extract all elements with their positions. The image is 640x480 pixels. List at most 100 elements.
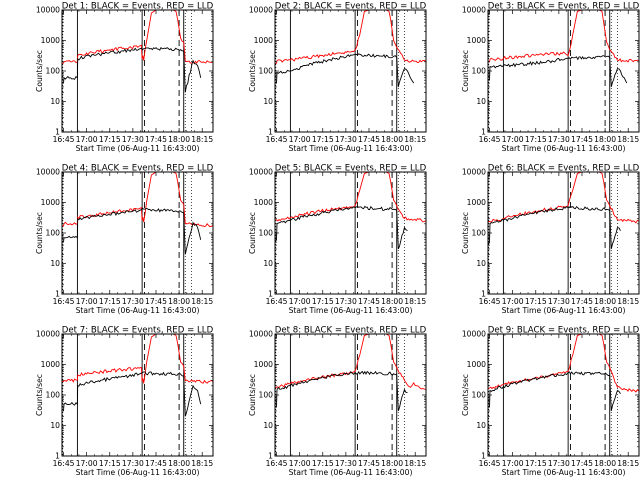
x-tick-label: 17:00 [502,459,524,468]
x-tick-label: 16:45 [479,297,501,306]
lld-series-line [488,10,639,63]
x-tick-label: 18:15 [617,135,639,144]
y-axis-label: Counts/sec [35,374,44,416]
y-tick-label: 10000 [462,6,486,15]
panel-title: Det 2: BLACK = Events, RED = LLD [275,2,427,12]
y-tick-label: 100 [472,229,487,238]
events-series-line [63,371,202,417]
y-tick-label: 10000 [249,330,273,339]
x-tick-label: 17:45 [571,135,593,144]
x-tick-label: 18:15 [617,297,639,306]
y-tick-label: 1 [268,128,273,137]
panel-title: Det 6: BLACK = Events, RED = LLD [488,164,640,174]
chart-panel-7: Det 7: BLACK = Events, RED = LLD 1 10 100 10… [35,326,214,478]
x-tick-label: 17:00 [502,297,524,306]
x-tick-label: 18:00 [168,135,190,144]
y-tick-label: 100 [46,229,61,238]
y-tick-label: 1 [268,290,273,299]
x-tick-label: 17:00 [289,459,311,468]
panel-plot-area [488,172,639,294]
y-tick-label: 100 [472,67,487,76]
x-tick-label: 17:45 [358,297,380,306]
x-tick-label: 17:00 [502,135,524,144]
x-axis-label: Start Time (06-Aug-11 16:43:00) [502,468,626,477]
x-tick-label: 16:45 [53,297,75,306]
y-tick-label: 10000 [249,168,273,177]
x-tick-label: 17:30 [548,297,570,306]
panel-title: Det 8: BLACK = Events, RED = LLD [275,326,427,336]
x-tick-label: 18:15 [191,135,213,144]
x-tick-label: 17:15 [312,459,334,468]
x-tick-label: 17:15 [312,135,334,144]
chart-panel-8: Det 8: BLACK = Events, RED = LLD 1 10 100 10… [248,326,427,478]
chart-panel-3: Det 3: BLACK = Events, RED = LLD 1 10 100 10… [461,2,640,154]
panel-title: Det 7: BLACK = Events, RED = LLD [62,326,214,336]
y-tick-label: 10 [263,421,273,430]
x-axis-label: Start Time (06-Aug-11 16:43:00) [289,306,413,315]
events-series-line [276,53,415,88]
lld-series-line [275,334,426,391]
x-tick-label: 18:00 [594,459,616,468]
x-axis-label: Start Time (06-Aug-11 16:43:00) [502,306,626,315]
x-tick-label: 17:15 [525,459,547,468]
x-tick-label: 16:45 [266,297,288,306]
x-tick-label: 18:00 [594,297,616,306]
y-axis-label: Counts/sec [461,374,470,416]
y-tick-label: 1000 [467,360,486,369]
x-tick-label: 18:00 [381,459,403,468]
x-axis-label: Start Time (06-Aug-11 16:43:00) [76,144,200,153]
y-tick-label: 10000 [36,168,60,177]
x-tick-label: 17:45 [358,135,380,144]
y-tick-label: 10 [50,97,60,106]
y-tick-label: 100 [472,391,487,400]
x-tick-label: 17:00 [76,135,98,144]
chart-panel-6: Det 6: BLACK = Events, RED = LLD 1 10 100 10… [461,164,640,316]
y-tick-label: 10000 [249,6,273,15]
y-tick-label: 100 [46,67,61,76]
y-tick-label: 10000 [36,330,60,339]
chart-panel-4: Det 4: BLACK = Events, RED = LLD 1 10 100 10… [35,164,214,316]
events-series-line [489,371,621,411]
chart-panel-2: Det 2: BLACK = Events, RED = LLD 1 10 100 10… [248,2,427,154]
x-tick-label: 18:15 [404,135,426,144]
x-axis-label: Start Time (06-Aug-11 16:43:00) [76,468,200,477]
y-tick-label: 1000 [254,198,273,207]
x-tick-label: 17:15 [525,297,547,306]
panel-plot-area [488,10,639,132]
y-tick-label: 1 [55,290,60,299]
x-tick-label: 18:00 [168,459,190,468]
y-tick-label: 10 [50,421,60,430]
y-axis-label: Counts/sec [248,212,257,254]
x-axis-label: Start Time (06-Aug-11 16:43:00) [289,144,413,153]
x-tick-label: 18:00 [381,135,403,144]
x-tick-label: 18:15 [404,459,426,468]
x-tick-label: 17:15 [99,297,121,306]
x-tick-label: 17:45 [145,459,167,468]
events-series-line [275,205,408,250]
x-tick-label: 17:15 [525,135,547,144]
events-series-line [63,46,202,93]
y-tick-label: 1 [481,128,486,137]
x-tick-label: 17:15 [99,135,121,144]
y-tick-label: 1000 [467,198,486,207]
x-axis-label: Start Time (06-Aug-11 16:43:00) [502,144,626,153]
x-tick-label: 17:30 [335,135,357,144]
x-tick-label: 17:00 [76,459,98,468]
x-tick-label: 17:00 [76,297,98,306]
y-axis-label: Counts/sec [461,50,470,92]
events-series-line [488,205,621,250]
panel-title: Det 9: BLACK = Events, RED = LLD [488,326,640,336]
y-tick-label: 10 [50,259,60,268]
y-tick-label: 100 [259,391,274,400]
x-tick-label: 17:00 [289,297,311,306]
y-tick-label: 10 [476,97,486,106]
x-tick-label: 17:15 [312,297,334,306]
x-tick-label: 17:45 [145,135,167,144]
y-tick-label: 10 [263,97,273,106]
y-axis-label: Counts/sec [35,50,44,92]
events-series-line [276,370,408,412]
panel-plot-area [275,10,426,132]
x-tick-label: 17:45 [571,297,593,306]
y-tick-label: 1 [481,290,486,299]
